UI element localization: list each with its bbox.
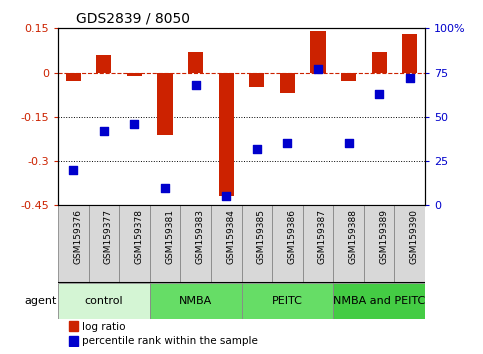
Bar: [371, 52, 387, 73]
FancyBboxPatch shape: [333, 205, 364, 283]
Bar: [127, 73, 142, 75]
FancyBboxPatch shape: [364, 205, 395, 283]
FancyBboxPatch shape: [303, 205, 333, 283]
Bar: [66, 73, 81, 81]
Text: GSM159388: GSM159388: [349, 209, 357, 264]
FancyBboxPatch shape: [272, 205, 303, 283]
FancyBboxPatch shape: [180, 205, 211, 283]
Text: percentile rank within the sample: percentile rank within the sample: [82, 336, 258, 346]
FancyBboxPatch shape: [333, 283, 425, 319]
Point: [100, 128, 108, 134]
Text: control: control: [85, 296, 123, 306]
FancyBboxPatch shape: [242, 283, 333, 319]
Point: [314, 66, 322, 72]
Point: [222, 194, 230, 199]
Point: [253, 146, 261, 152]
FancyBboxPatch shape: [58, 283, 150, 319]
Text: NMBA: NMBA: [179, 296, 212, 306]
Bar: [280, 73, 295, 93]
Bar: [402, 34, 417, 73]
Point: [284, 141, 291, 146]
Bar: [341, 73, 356, 81]
Text: GSM159377: GSM159377: [104, 209, 113, 264]
Bar: [219, 73, 234, 196]
Text: GSM159376: GSM159376: [73, 209, 82, 264]
FancyBboxPatch shape: [242, 205, 272, 283]
Point: [161, 185, 169, 190]
Text: NMBA and PEITC: NMBA and PEITC: [333, 296, 425, 306]
FancyBboxPatch shape: [211, 205, 242, 283]
Point: [375, 91, 383, 97]
Text: GSM159383: GSM159383: [196, 209, 205, 264]
FancyBboxPatch shape: [119, 205, 150, 283]
Text: GSM159378: GSM159378: [134, 209, 143, 264]
Text: PEITC: PEITC: [272, 296, 303, 306]
FancyBboxPatch shape: [395, 205, 425, 283]
Text: GSM159384: GSM159384: [226, 209, 235, 264]
Text: GSM159385: GSM159385: [257, 209, 266, 264]
FancyBboxPatch shape: [150, 205, 180, 283]
Bar: [157, 73, 173, 135]
Bar: [249, 73, 265, 87]
FancyBboxPatch shape: [58, 205, 88, 283]
Text: GSM159390: GSM159390: [410, 209, 419, 264]
Point: [130, 121, 138, 127]
Point: [406, 75, 413, 81]
Bar: [69, 321, 78, 331]
Point: [345, 141, 353, 146]
FancyBboxPatch shape: [88, 205, 119, 283]
Text: GSM159389: GSM159389: [379, 209, 388, 264]
FancyBboxPatch shape: [150, 283, 242, 319]
Text: GSM159381: GSM159381: [165, 209, 174, 264]
Point: [192, 82, 199, 88]
Bar: [96, 55, 112, 73]
Text: GSM159387: GSM159387: [318, 209, 327, 264]
Bar: [69, 336, 78, 346]
Text: GSM159386: GSM159386: [287, 209, 297, 264]
Bar: [188, 52, 203, 73]
Point: [70, 167, 77, 173]
Text: agent: agent: [24, 296, 57, 306]
Bar: [311, 31, 326, 73]
Text: log ratio: log ratio: [82, 321, 125, 332]
Text: GDS2839 / 8050: GDS2839 / 8050: [76, 12, 190, 26]
